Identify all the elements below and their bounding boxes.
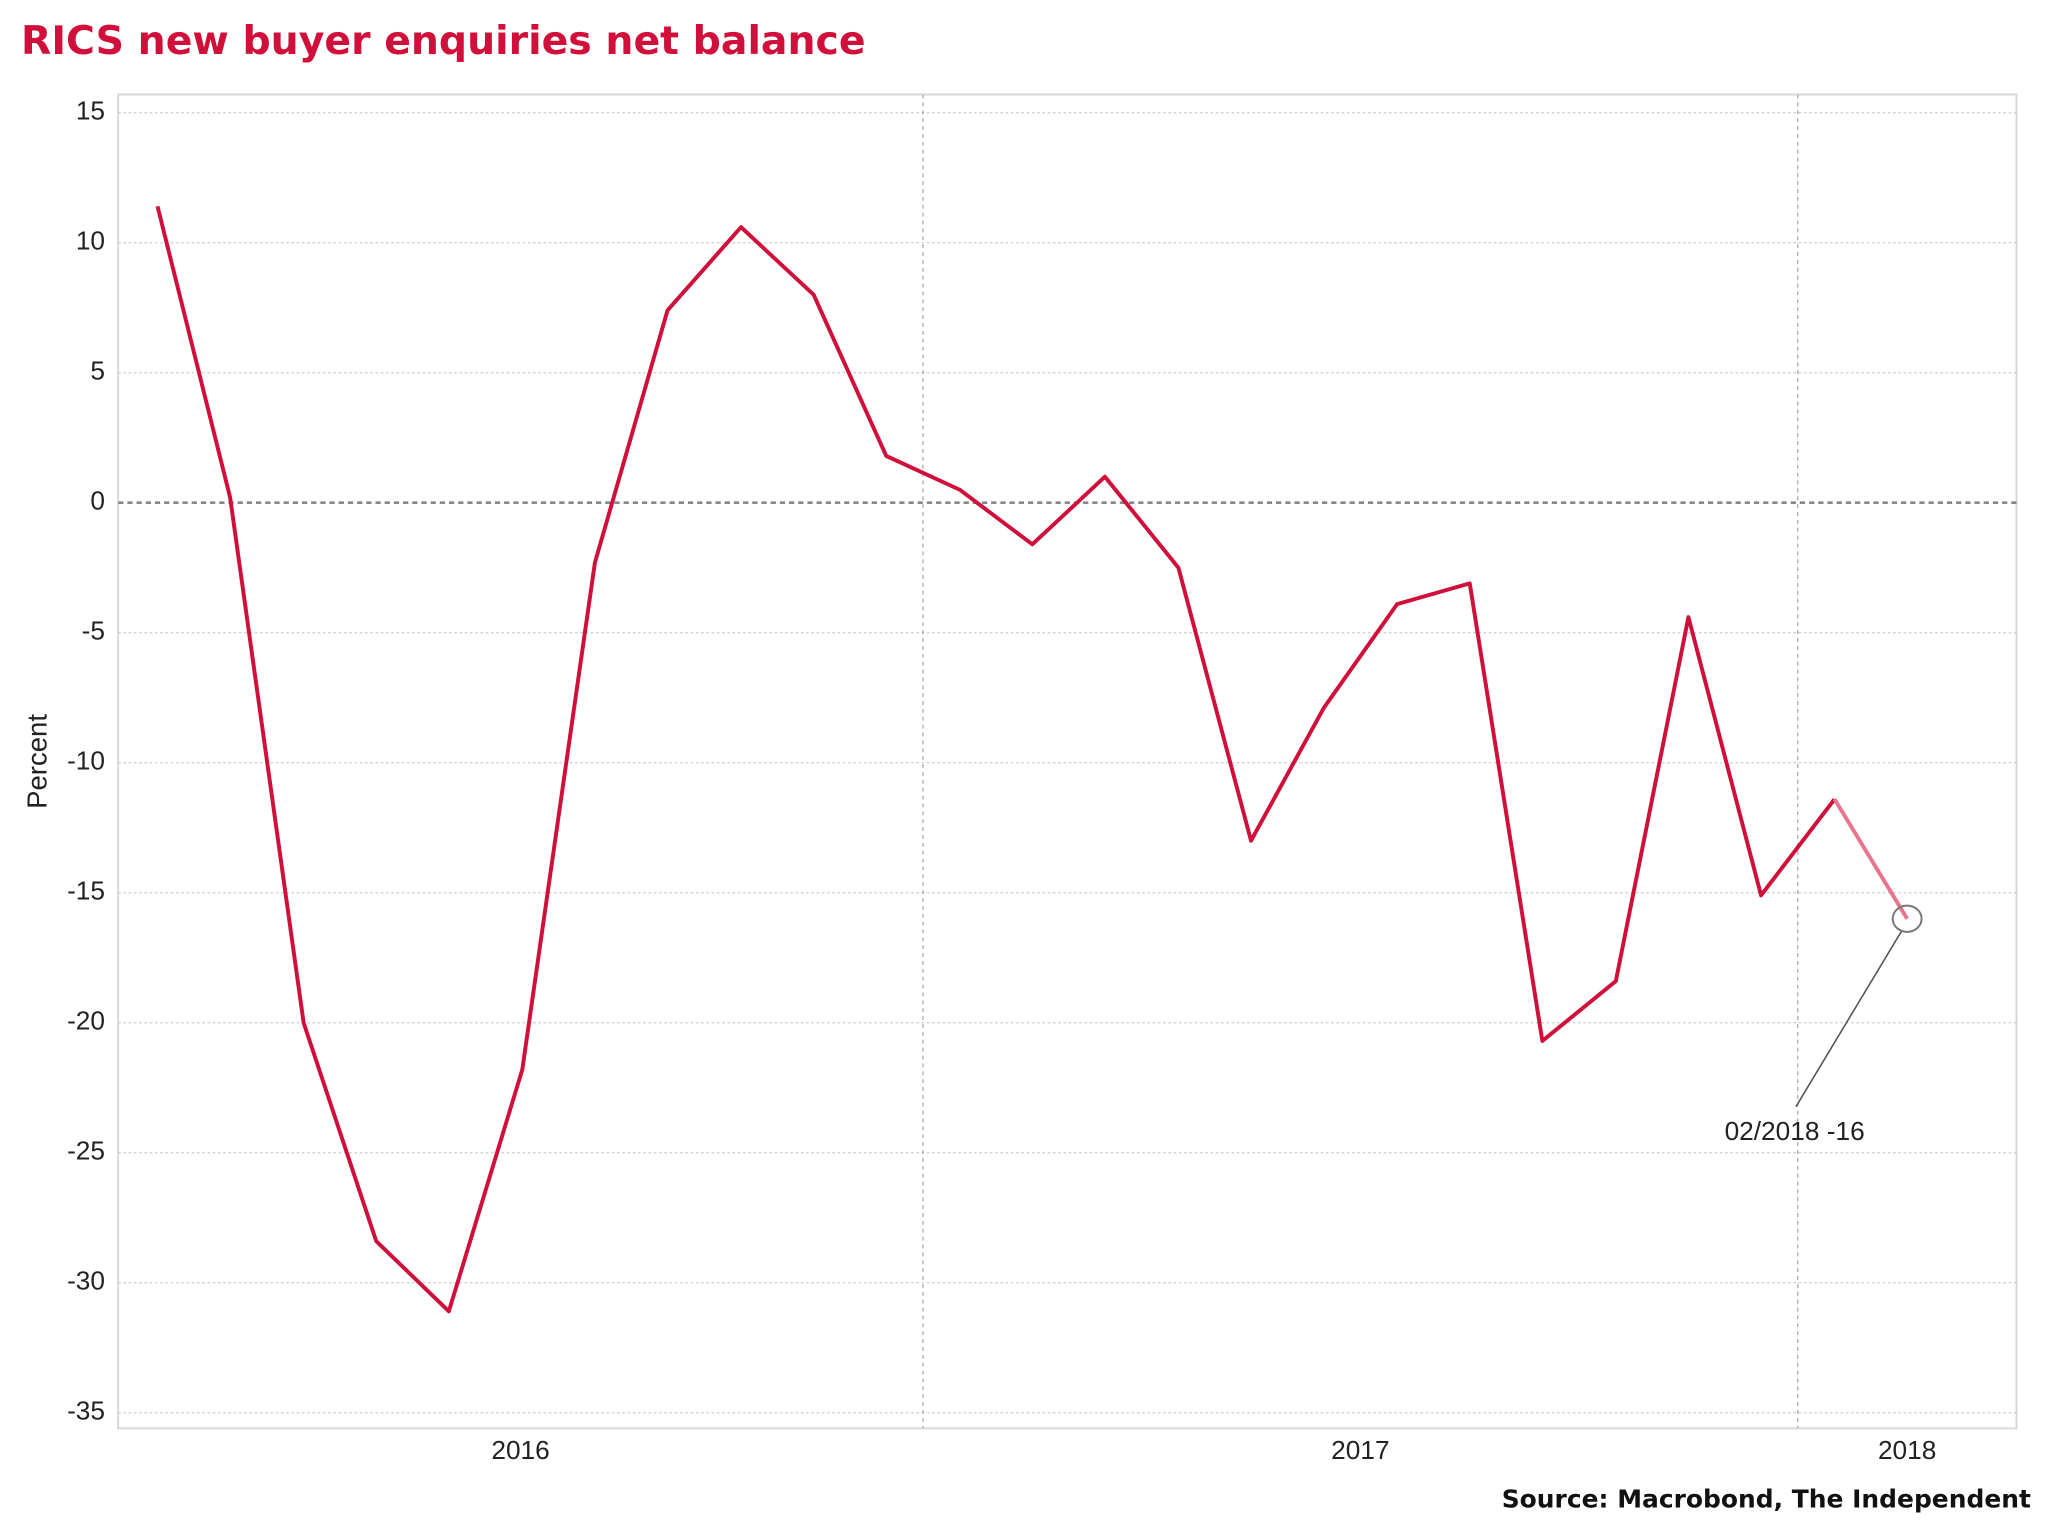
- y-tick-label: 15: [76, 96, 105, 126]
- y-tick-label: -20: [67, 1006, 105, 1036]
- annotation-text: 02/2018 -16: [1725, 1116, 1865, 1146]
- annotation-leader: [1795, 930, 1903, 1108]
- y-tick-label: -30: [67, 1266, 105, 1296]
- y-tick-label: 10: [76, 226, 105, 256]
- x-tick-label: 2018: [1878, 1435, 1936, 1465]
- y-tick-label: 5: [90, 356, 105, 386]
- y-tick-label: 0: [90, 486, 105, 516]
- source: Source: Macrobond, The Independent: [1502, 1485, 2031, 1514]
- x-tick-label: 2017: [1331, 1435, 1389, 1465]
- y-tick-label: -15: [67, 876, 105, 906]
- plot-frame: [117, 93, 2018, 1430]
- y-tick-label: -25: [67, 1136, 105, 1166]
- annotation-circle: [1891, 904, 1923, 933]
- x-tick-label: 2016: [491, 1435, 549, 1465]
- y-tick-label: -5: [82, 616, 105, 646]
- line-series: [1832, 798, 1909, 920]
- line-series: [155, 205, 1837, 1314]
- y-tick-label: -35: [67, 1396, 105, 1426]
- y-tick-label: -10: [67, 746, 105, 776]
- chart-title: RICS new buyer enquiries net balance: [21, 18, 866, 64]
- y-axis-label: Percent: [22, 714, 53, 809]
